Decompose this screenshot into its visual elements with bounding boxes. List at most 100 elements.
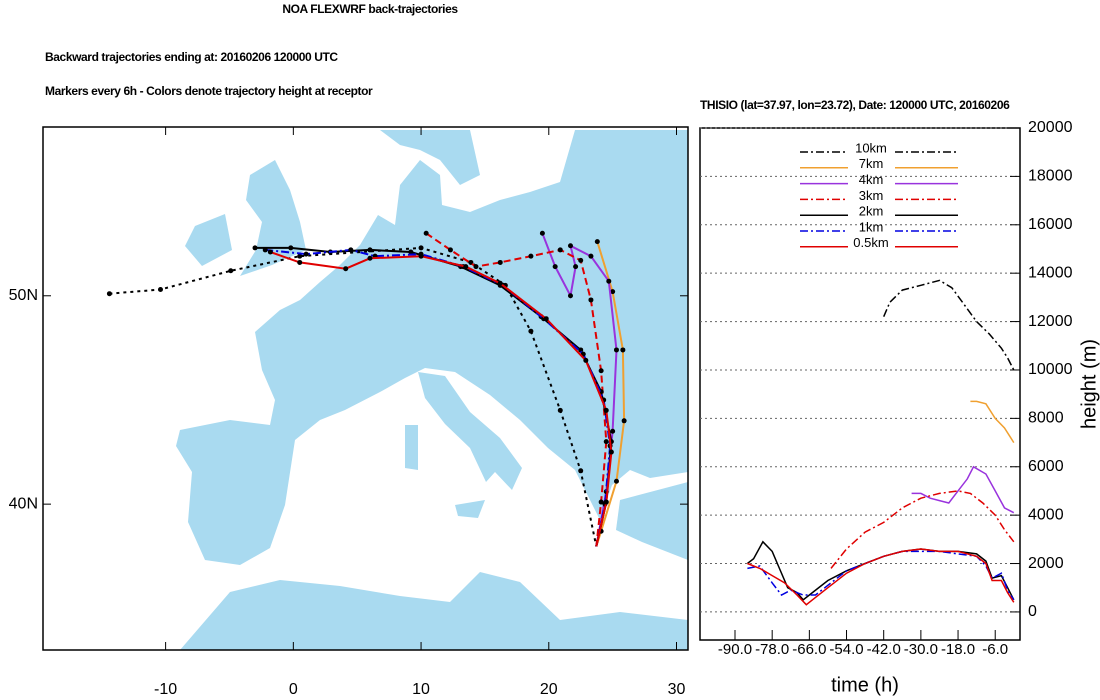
time-marker bbox=[497, 259, 503, 265]
time-marker bbox=[598, 368, 604, 374]
time-marker bbox=[588, 297, 594, 303]
time-marker bbox=[552, 264, 558, 270]
x-tick-label: -78.0 bbox=[755, 641, 789, 658]
time-marker bbox=[418, 253, 424, 259]
time-marker bbox=[573, 264, 579, 270]
trajectory-line bbox=[425, 232, 608, 547]
y-tick-label: 16000 bbox=[1028, 216, 1073, 233]
time-marker bbox=[603, 499, 609, 505]
y-tick-label: 14000 bbox=[1028, 264, 1073, 281]
trajectory-line bbox=[970, 400, 1015, 444]
y-tick-label: 8000 bbox=[1028, 410, 1064, 427]
legend-label: 10km bbox=[855, 140, 887, 155]
time-marker bbox=[557, 247, 563, 253]
trajectory-line bbox=[911, 465, 1015, 514]
time-marker bbox=[557, 407, 563, 413]
x-tick-label: -66.0 bbox=[792, 641, 826, 658]
time-marker bbox=[252, 245, 258, 251]
y-axis-label: height (m) bbox=[1078, 339, 1100, 429]
time-marker bbox=[610, 428, 616, 434]
time-marker bbox=[497, 280, 503, 286]
time-marker bbox=[608, 449, 614, 455]
time-marker bbox=[583, 357, 589, 363]
trajectory-line bbox=[747, 548, 1015, 606]
time-marker bbox=[543, 316, 549, 322]
time-marker bbox=[423, 230, 429, 236]
time-marker bbox=[588, 253, 594, 259]
time-marker bbox=[158, 287, 164, 293]
land bbox=[185, 214, 232, 266]
x-tick-label: -30.0 bbox=[904, 641, 938, 658]
time-marker bbox=[343, 266, 349, 272]
time-marker bbox=[106, 291, 112, 297]
time-marker bbox=[418, 245, 424, 251]
map-background bbox=[43, 127, 688, 650]
note: Markers every 6h - Colors denote traject… bbox=[45, 84, 373, 98]
time-marker bbox=[567, 243, 573, 249]
time-marker bbox=[621, 418, 627, 424]
land bbox=[455, 500, 485, 518]
land bbox=[405, 425, 418, 470]
x-tick-label: 20 bbox=[540, 681, 558, 698]
legend-label: 3km bbox=[859, 188, 884, 203]
land bbox=[380, 130, 480, 185]
land bbox=[418, 372, 522, 490]
plot-title: THISIO (lat=37.97, lon=23.72), Date: 120… bbox=[700, 98, 1010, 112]
subtitle: Backward trajectories ending at: 2016020… bbox=[45, 50, 338, 64]
time-marker bbox=[539, 230, 545, 236]
time-marker bbox=[603, 439, 609, 445]
x-tick-label: -6.0 bbox=[982, 641, 1008, 658]
time-marker bbox=[578, 257, 584, 263]
time-marker bbox=[578, 468, 584, 474]
x-tick-label: -90.0 bbox=[718, 641, 752, 658]
time-marker bbox=[528, 328, 534, 334]
time-marker bbox=[613, 478, 619, 484]
y-tick-label: 0 bbox=[1028, 603, 1037, 620]
trajectory-line bbox=[747, 550, 1015, 601]
y-tick-label: 10000 bbox=[1028, 361, 1073, 378]
time-marker bbox=[297, 253, 303, 259]
x-tick-label: -10 bbox=[154, 681, 177, 698]
trajectory-line bbox=[746, 540, 1015, 601]
x-tick-label: -42.0 bbox=[867, 641, 901, 658]
time-marker bbox=[598, 499, 604, 505]
y-tick-label: 4000 bbox=[1028, 506, 1064, 523]
time-marker bbox=[613, 347, 619, 353]
time-marker bbox=[610, 289, 616, 295]
time-marker bbox=[288, 245, 294, 251]
x-axis-label: time (h) bbox=[831, 674, 899, 696]
land bbox=[616, 482, 688, 560]
y-tick-label: 20000 bbox=[1028, 119, 1073, 136]
y-tick-label: 50N bbox=[9, 287, 38, 304]
time-marker bbox=[228, 268, 234, 274]
y-tick-label: 12000 bbox=[1028, 313, 1073, 330]
legend-label: 4km bbox=[859, 172, 884, 187]
time-marker bbox=[408, 249, 414, 255]
time-marker bbox=[262, 247, 268, 253]
legend-label: 7km bbox=[859, 156, 884, 171]
time-marker bbox=[267, 249, 273, 255]
time-marker bbox=[620, 347, 626, 353]
plot-layer: -10 0 10 20 30 40N 50N THISIO (lat=37.97, lon=2… bbox=[9, 98, 1100, 698]
time-marker bbox=[567, 293, 573, 299]
trajectory-line bbox=[830, 490, 1015, 569]
time-marker bbox=[367, 255, 373, 261]
time-marker bbox=[367, 247, 373, 253]
x-tick-label: -18.0 bbox=[941, 641, 975, 658]
time-marker bbox=[594, 239, 600, 245]
land bbox=[176, 130, 688, 565]
time-marker bbox=[578, 347, 584, 353]
time-marker bbox=[463, 264, 469, 270]
x-tick-label: 10 bbox=[412, 681, 430, 698]
legend-label: 1km bbox=[859, 219, 884, 234]
page-title: NOA FLEXWRF back-trajectories bbox=[282, 2, 458, 16]
trajectory-line bbox=[109, 246, 598, 547]
time-marker bbox=[473, 264, 479, 270]
x-tick-label: -54.0 bbox=[829, 641, 863, 658]
time-marker bbox=[606, 278, 612, 284]
legend-label: 2km bbox=[859, 204, 884, 219]
time-marker bbox=[297, 259, 303, 265]
legend-label: 0.5km bbox=[853, 235, 888, 250]
